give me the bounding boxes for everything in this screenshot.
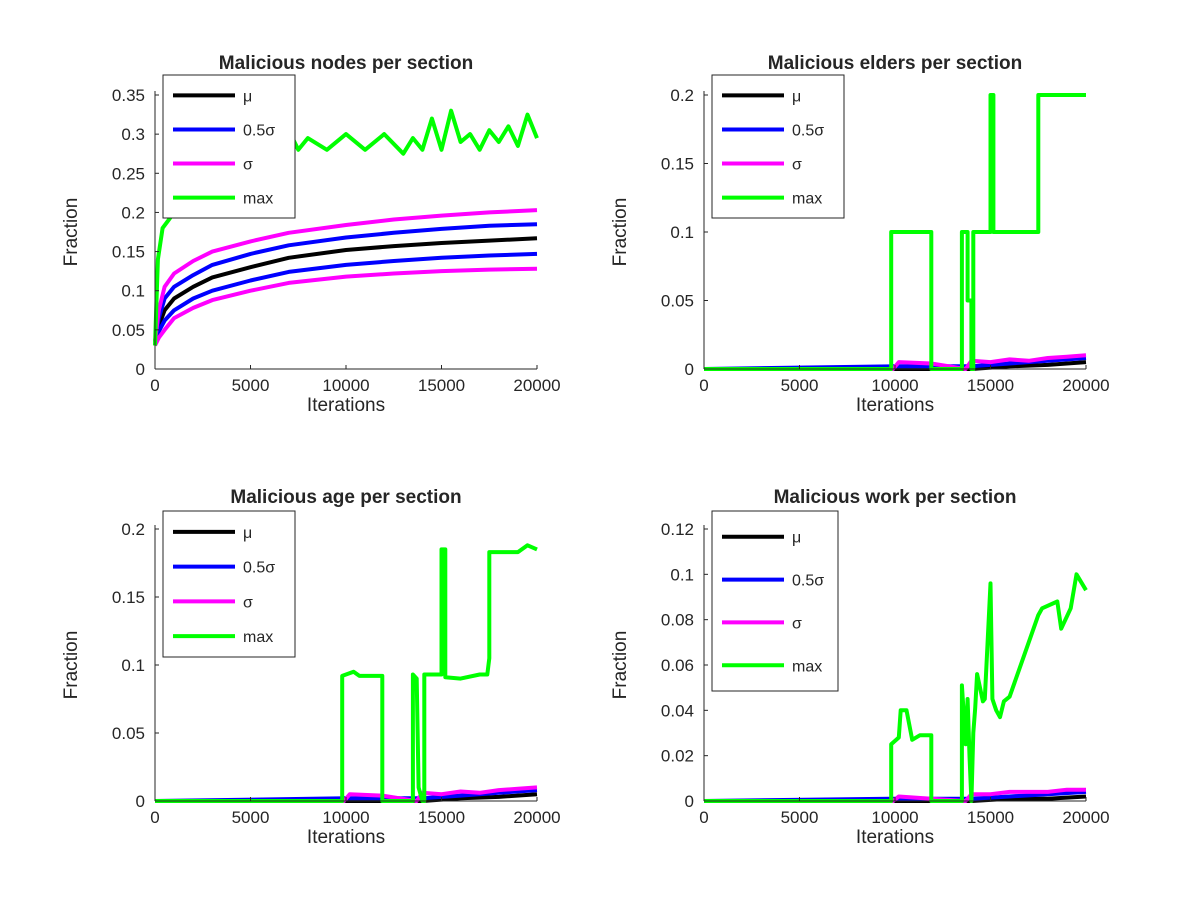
legend-box xyxy=(711,510,839,692)
chart-title: Malicious age per section xyxy=(230,487,461,508)
x-axis-label: Iterations xyxy=(307,827,385,848)
x-axis-label: Iterations xyxy=(856,395,934,416)
legend-label: 0.5σ xyxy=(243,560,275,577)
legend: μ 0.5σ σ max xyxy=(711,510,839,692)
series-line--2 xyxy=(704,787,1086,803)
legend-label: μ xyxy=(243,525,252,542)
y-tick-label: 0.15 xyxy=(112,243,145,262)
series-line-05-1 xyxy=(153,222,538,342)
y-tick-label: 0.15 xyxy=(112,588,145,607)
legend-label: max xyxy=(792,658,822,675)
series-line--2 xyxy=(155,785,538,803)
legend-label: σ xyxy=(792,157,802,174)
series-line-max-3 xyxy=(704,572,1088,803)
y-tick-label: 0 xyxy=(685,360,694,379)
chart-title: Malicious work per section xyxy=(774,487,1017,508)
x-tick-label: 0 xyxy=(150,376,159,395)
series-line-max-3 xyxy=(704,93,1086,371)
legend-label: μ xyxy=(792,530,801,547)
series-line--0 xyxy=(153,236,538,343)
y-tick-label: 0.3 xyxy=(121,125,145,144)
legend-label: σ xyxy=(243,594,253,611)
y-tick-label: 0.05 xyxy=(661,292,694,311)
x-tick-label: 0 xyxy=(150,808,159,827)
series-line-05-2 xyxy=(153,251,538,343)
y-axis-label: Fraction xyxy=(61,631,82,700)
x-tick-label: 10000 xyxy=(322,808,369,827)
y-tick-label: 0.2 xyxy=(121,520,145,539)
chart-title: Malicious elders per section xyxy=(768,53,1022,74)
legend-box xyxy=(162,510,296,658)
y-axis-label: Fraction xyxy=(610,631,631,700)
x-tick-label: 15000 xyxy=(418,376,465,395)
chart-title: Malicious nodes per section xyxy=(219,53,473,74)
y-tick-label: 0.1 xyxy=(121,282,145,301)
x-tick-label: 10000 xyxy=(322,376,369,395)
series-line-max-3 xyxy=(155,543,538,803)
x-tick-label: 15000 xyxy=(967,808,1014,827)
y-tick-label: 0.35 xyxy=(112,86,145,105)
x-tick-label: 5000 xyxy=(232,808,270,827)
y-tick-label: 0.05 xyxy=(112,321,145,340)
y-tick-label: 0.02 xyxy=(661,747,694,766)
legend-label: σ xyxy=(243,157,253,174)
series-line--2 xyxy=(704,353,1087,371)
legend-label: max xyxy=(243,629,273,646)
y-tick-label: 0.08 xyxy=(661,611,694,630)
subplot-4: 0 5000 10000 15000 20000 0 0.02 0.04 0.06 0.08 0.1… xyxy=(610,487,1110,848)
y-tick-label: 0.2 xyxy=(670,86,694,105)
x-tick-label: 5000 xyxy=(781,376,819,395)
y-tick-label: 0.12 xyxy=(661,520,694,539)
legend-label: 0.5σ xyxy=(792,122,824,139)
y-tick-label: 0.1 xyxy=(121,656,145,675)
series-line--3 xyxy=(153,208,538,342)
x-tick-label: 5000 xyxy=(781,808,819,827)
legend-label: max xyxy=(792,191,822,208)
subplot-1: 0 5000 10000 15000 20000 0 0.05 0.1 0.15 0.2 0.25 0… xyxy=(61,53,561,416)
x-tick-label: 20000 xyxy=(1062,376,1109,395)
x-tick-label: 0 xyxy=(699,376,708,395)
y-tick-label: 0 xyxy=(136,360,145,379)
x-tick-label: 5000 xyxy=(232,376,270,395)
x-tick-label: 20000 xyxy=(513,376,560,395)
legend-label: μ xyxy=(792,88,801,105)
x-tick-label: 0 xyxy=(699,808,708,827)
y-tick-label: 0.25 xyxy=(112,164,145,183)
legend-label: μ xyxy=(243,88,252,105)
x-tick-label: 10000 xyxy=(871,376,918,395)
legend-box xyxy=(162,74,296,219)
x-tick-label: 10000 xyxy=(871,808,918,827)
x-axis-label: Iterations xyxy=(307,395,385,416)
x-tick-label: 20000 xyxy=(1062,808,1109,827)
legend-label: 0.5σ xyxy=(243,122,275,139)
series-line--4 xyxy=(153,266,538,347)
y-axis-label: Fraction xyxy=(610,198,631,267)
y-tick-label: 0 xyxy=(136,792,145,811)
legend-label: max xyxy=(243,191,273,208)
y-tick-label: 0 xyxy=(685,792,694,811)
y-tick-label: 0.06 xyxy=(661,656,694,675)
legend: μ 0.5σ σ max xyxy=(162,510,296,658)
y-tick-label: 0.05 xyxy=(112,724,145,743)
legend-box xyxy=(711,74,845,219)
subplot-2: 0 5000 10000 15000 20000 0 0.05 0.1 0.15 0.2 Malic… xyxy=(610,53,1110,416)
legend-label: σ xyxy=(792,615,802,632)
x-tick-label: 15000 xyxy=(967,376,1014,395)
y-tick-label: 0.1 xyxy=(670,223,694,242)
y-tick-label: 0.1 xyxy=(670,565,694,584)
x-tick-label: 20000 xyxy=(513,808,560,827)
y-axis-label: Fraction xyxy=(61,198,82,267)
y-tick-label: 0.15 xyxy=(661,155,694,174)
legend: μ 0.5σ σ max xyxy=(162,74,296,219)
y-tick-label: 0.2 xyxy=(121,203,145,222)
x-axis-label: Iterations xyxy=(856,827,934,848)
subplot-3: 0 5000 10000 15000 20000 0 0.05 0.1 0.15 0.2 Malic… xyxy=(61,487,561,848)
series-lines xyxy=(153,108,539,347)
x-tick-label: 15000 xyxy=(418,808,465,827)
y-tick-label: 0.04 xyxy=(661,701,694,720)
legend: μ 0.5σ σ max xyxy=(711,74,845,219)
legend-label: 0.5σ xyxy=(792,573,824,590)
